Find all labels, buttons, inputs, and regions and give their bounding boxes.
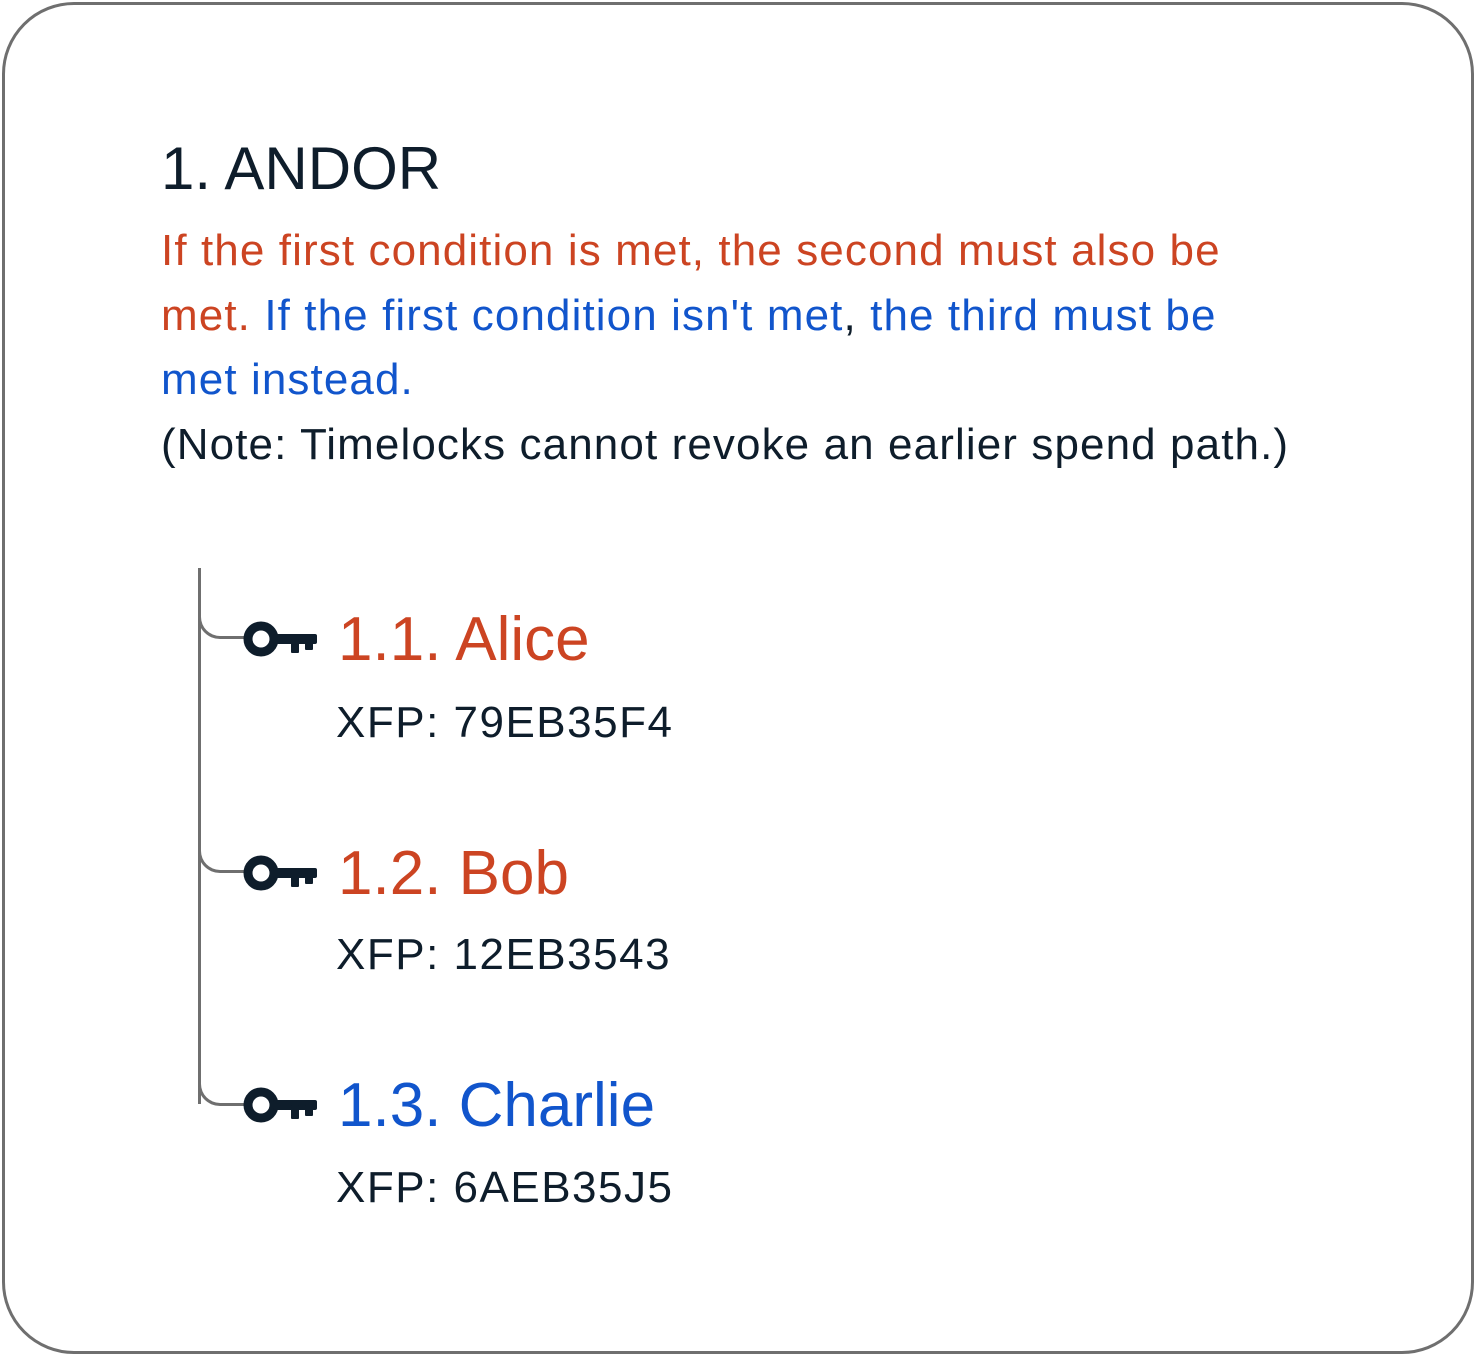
key-name-charlie: 1.3. Charlie — [338, 1071, 656, 1140]
key-xfp-bob: XFP: 12EB3543 — [336, 930, 672, 979]
first-condition-text: If the first condition is met, the secon… — [161, 226, 1221, 340]
key-name-alice: 1.1. Alice — [338, 605, 590, 674]
tree-branch-alice — [198, 615, 244, 639]
key-name-bob: 1.2. Bob — [338, 839, 569, 908]
key-xfp-charlie: XFP: 6AEB35J5 — [336, 1163, 674, 1212]
policy-title: 1. ANDOR — [161, 135, 442, 202]
tree-branch-charlie — [198, 1082, 244, 1106]
tree-trunk-line — [198, 568, 201, 1104]
second-condition-text: If the first condition isn't met — [264, 290, 844, 340]
timelock-note: (Note: Timelocks cannot revoke an earlie… — [161, 419, 1290, 469]
key-icon — [243, 619, 317, 659]
description-comma: , — [843, 290, 857, 340]
key-xfp-alice: XFP: 79EB35F4 — [336, 698, 674, 747]
second-condition-tail: the third must be met instead. — [161, 290, 1217, 405]
key-icon — [243, 853, 317, 893]
key-icon — [243, 1085, 317, 1125]
policy-description: If the first condition is met, the secon… — [161, 219, 1291, 477]
tree-branch-bob — [198, 849, 244, 873]
